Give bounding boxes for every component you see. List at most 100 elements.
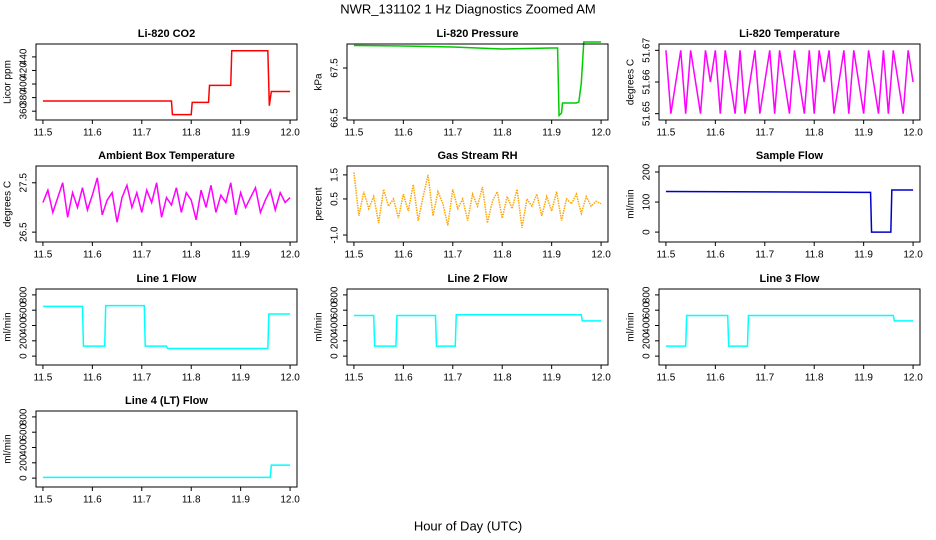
panel-title: Line 1 Flow [137, 273, 197, 285]
x-tick-label: 11.5 [34, 128, 53, 139]
y-tick-label: 0 [19, 353, 30, 359]
data-line [665, 314, 914, 347]
y-axis-label: ml/min [314, 312, 325, 341]
data-line [42, 464, 291, 479]
x-tick-label: 11.8 [182, 373, 201, 384]
panel-title: Li-820 CO2 [138, 28, 195, 40]
x-tick-label: 11.8 [805, 128, 824, 139]
panel-title: Gas Stream RH [437, 150, 517, 162]
data-line [42, 304, 291, 350]
x-tick-label: 11.6 [706, 250, 725, 261]
x-tick-label: 11.9 [542, 250, 561, 261]
y-tick-label: 51.66 [642, 69, 653, 94]
data-line [353, 314, 602, 347]
y-tick-label: 200 [330, 332, 341, 349]
x-axis-label: Hour of Day (UTC) [414, 518, 522, 533]
data-line [42, 177, 291, 223]
y-axis-label: ml/min [626, 312, 637, 341]
y-tick-label: 600 [642, 301, 653, 318]
y-tick-label: 600 [19, 301, 30, 318]
x-tick-label: 11.9 [854, 250, 873, 261]
x-tick-label: 11.9 [854, 128, 873, 139]
x-tick-label: 11.5 [34, 250, 53, 261]
y-tick-label: 51.65 [642, 101, 653, 126]
plot-frame [346, 43, 609, 121]
y-tick-label: 400 [642, 317, 653, 334]
y-tick-label: 0 [330, 353, 341, 359]
y-axis-label: Licor ppm [3, 60, 14, 104]
y-tick-label: 800 [330, 286, 341, 303]
x-tick-label: 11.8 [805, 250, 824, 261]
panel-title: Line 3 Flow [760, 273, 820, 285]
y-tick-label: 800 [642, 286, 653, 303]
panel-title: Line 2 Flow [448, 273, 508, 285]
x-tick-label: 11.9 [542, 128, 561, 139]
y-tick-label: 600 [330, 301, 341, 318]
x-tick-label: 11.7 [443, 128, 462, 139]
x-tick-label: 11.7 [132, 373, 151, 384]
x-tick-label: 11.9 [854, 373, 873, 384]
plot-frame [346, 165, 609, 243]
x-tick-label: 12.0 [280, 373, 300, 384]
x-tick-label: 11.9 [231, 495, 250, 506]
data-line [353, 172, 602, 228]
y-tick-label: 800 [19, 286, 30, 303]
y-tick-label: 0 [642, 229, 653, 235]
data-line [353, 41, 602, 118]
data-line [665, 50, 914, 114]
y-tick-label: 440 [19, 48, 30, 65]
plot-frame [35, 288, 298, 366]
y-tick-label: 67.5 [330, 58, 341, 78]
x-tick-label: 11.6 [394, 128, 413, 139]
y-tick-label: 100 [642, 193, 653, 210]
plot-frame [346, 288, 609, 366]
y-tick-label: 200 [19, 332, 30, 349]
x-tick-label: 11.5 [657, 128, 676, 139]
x-tick-label: 12.0 [591, 250, 611, 261]
y-tick-label: 380 [19, 89, 30, 106]
x-tick-label: 11.7 [132, 128, 151, 139]
panel-title: Li-820 Pressure [437, 28, 519, 40]
x-tick-label: 11.9 [542, 373, 561, 384]
x-tick-label: 11.8 [182, 128, 201, 139]
y-axis-label: ml/min [626, 189, 637, 218]
y-tick-label: 66.5 [330, 108, 341, 128]
y-tick-label: 0 [19, 475, 30, 481]
x-tick-label: 11.5 [34, 495, 53, 506]
x-tick-label: 11.8 [493, 250, 512, 261]
y-tick-label: 400 [19, 75, 30, 92]
data-line [665, 189, 914, 233]
y-tick-label: 600 [19, 423, 30, 440]
y-tick-label: 200 [642, 332, 653, 349]
y-tick-label: 0.5 [330, 192, 341, 206]
panel-title: Li-820 Temperature [739, 28, 840, 40]
x-tick-label: 11.7 [443, 250, 462, 261]
panel-title: Line 4 (LT) Flow [125, 395, 208, 407]
x-tick-label: 12.0 [903, 128, 923, 139]
x-tick-label: 11.6 [706, 128, 725, 139]
y-tick-label: 400 [19, 317, 30, 334]
y-tick-label: 360 [19, 102, 30, 119]
x-tick-label: 12.0 [591, 373, 611, 384]
x-tick-label: 11.5 [657, 373, 676, 384]
y-tick-label: 1.5 [330, 168, 341, 182]
y-tick-label: 400 [19, 439, 30, 456]
x-tick-label: 11.6 [394, 373, 413, 384]
x-tick-label: 11.7 [132, 250, 151, 261]
x-tick-label: 11.9 [231, 128, 250, 139]
x-tick-label: 11.6 [83, 250, 102, 261]
x-tick-label: 11.7 [443, 373, 462, 384]
y-tick-label: 400 [330, 317, 341, 334]
x-tick-label: 11.6 [394, 250, 413, 261]
y-tick-label: 51.67 [642, 37, 653, 62]
y-tick-label: 0 [642, 353, 653, 359]
plot-frame [35, 165, 298, 243]
x-tick-label: 12.0 [903, 250, 923, 261]
x-tick-label: 11.5 [345, 128, 364, 139]
plot-frame [658, 43, 921, 121]
y-axis-label: ml/min [3, 434, 14, 463]
y-tick-label: 200 [642, 163, 653, 180]
y-tick-label: 27.5 [19, 173, 30, 193]
